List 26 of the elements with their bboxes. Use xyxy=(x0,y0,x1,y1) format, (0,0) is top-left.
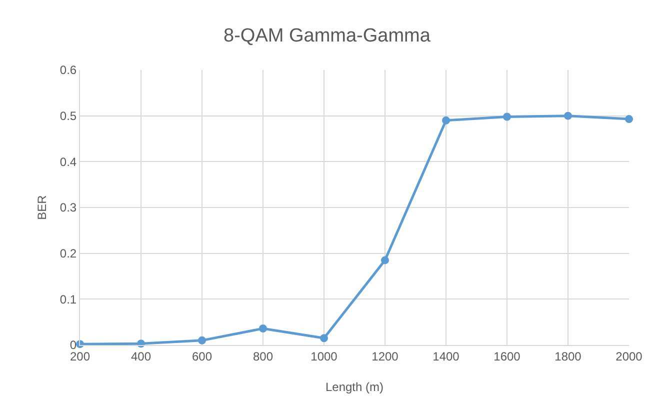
point xyxy=(381,256,389,264)
x-tick-label: 800 xyxy=(252,349,274,364)
x-axis-title: Length (m) xyxy=(325,380,384,394)
point xyxy=(198,336,206,344)
point xyxy=(564,112,572,120)
y-tick-label: 0.1 xyxy=(60,292,77,306)
x-tick-label: 1600 xyxy=(494,349,521,364)
y-tick-label: 0.6 xyxy=(60,63,77,78)
y-tick-label: 0.4 xyxy=(60,154,77,169)
x-tick-label: 1800 xyxy=(554,349,582,364)
point xyxy=(320,334,328,342)
point xyxy=(442,116,450,124)
point xyxy=(259,324,267,332)
x-tick-label: 2000 xyxy=(616,349,643,364)
x-tick-label: 1400 xyxy=(432,349,460,364)
y-axis-title: BER xyxy=(35,194,49,220)
point xyxy=(625,115,633,124)
y-tick-label: 0.2 xyxy=(60,246,77,261)
x-tick-label: 1000 xyxy=(310,349,338,364)
y-tick-label: 0.5 xyxy=(60,109,77,124)
x-tick-label: 400 xyxy=(130,349,152,364)
chart-title: 8-QAM Gamma-Gamma xyxy=(224,25,431,46)
point xyxy=(503,112,511,121)
y-tick-label: 0.3 xyxy=(60,200,77,215)
x-tick-label: 600 xyxy=(192,349,212,364)
x-tick-label: 1200 xyxy=(372,349,399,364)
